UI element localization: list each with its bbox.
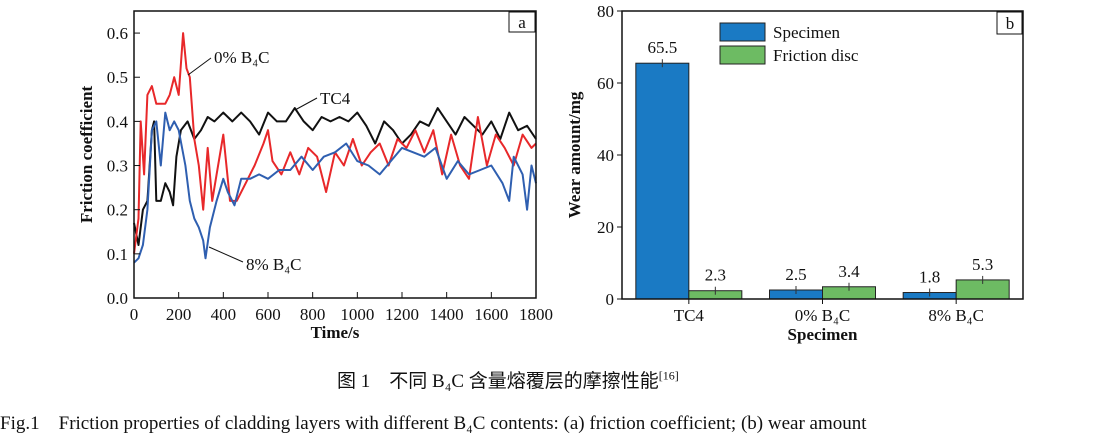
caption-en-text: Friction properties of cladding layers w… bbox=[58, 413, 867, 434]
y-axis-label: Friction coefficient bbox=[77, 85, 96, 223]
series-annotation: 8% B₄C bbox=[246, 255, 302, 274]
x-tick-label: 1000 bbox=[340, 305, 374, 324]
data-label: 1.8 bbox=[919, 268, 940, 287]
data-label: 2.3 bbox=[705, 266, 726, 285]
x-tick-label: 0 bbox=[130, 305, 139, 324]
data-label: 2.5 bbox=[785, 265, 806, 284]
y-tick-label: 0.4 bbox=[107, 112, 129, 131]
x-tick-label: 400 bbox=[211, 305, 237, 324]
x-tick-label: 0% B₄C bbox=[795, 306, 851, 325]
legend-label-0: Specimen bbox=[773, 23, 841, 42]
caption-en-prefix: Fig.1 bbox=[0, 413, 40, 434]
legend-swatch-1 bbox=[719, 45, 766, 65]
legend-swatch-0 bbox=[719, 22, 766, 42]
legend-label-1: Friction disc bbox=[773, 46, 859, 65]
y-tick-label: 20 bbox=[597, 218, 614, 237]
series-annotation: 0% B₄C bbox=[214, 48, 270, 67]
annotation-leader bbox=[187, 57, 212, 76]
series-line-1 bbox=[133, 32, 537, 254]
y-tick-label: 0.3 bbox=[107, 157, 128, 176]
x-tick-label: 200 bbox=[166, 305, 192, 324]
x-tick-label: 1400 bbox=[430, 305, 464, 324]
panel-label-box bbox=[996, 11, 1023, 35]
caption-cn-prefix: 图 1 bbox=[337, 371, 371, 392]
wear-amount-chart: 65.5 2.3 TC4 2.5 3.4 0% B₄C 1.8 5.3 8% B₄C 0 20 40 6… bbox=[565, 2, 1024, 344]
panel-label-box bbox=[508, 11, 536, 33]
x-tick-label: 600 bbox=[255, 305, 281, 324]
y-tick-label: 80 bbox=[597, 2, 614, 21]
series-line-0 bbox=[133, 107, 537, 246]
series-annotation: TC4 bbox=[320, 89, 351, 108]
x-tick-label: 800 bbox=[300, 305, 326, 324]
y-tick-label: 0.5 bbox=[107, 68, 128, 87]
caption-chinese: 图 1 不同 B₄C 含量熔覆层的摩擦性能[16] bbox=[337, 366, 679, 393]
bar-0-0 bbox=[635, 62, 690, 300]
caption-cn-ref: [16] bbox=[658, 368, 679, 383]
panel-label: a bbox=[518, 13, 526, 32]
caption-cn-text: 不同 B₄C 含量熔覆层的摩擦性能 bbox=[389, 371, 659, 392]
x-tick-label: TC4 bbox=[674, 306, 705, 325]
y-tick-label: 0.2 bbox=[107, 201, 128, 220]
x-tick-label: 1200 bbox=[385, 305, 419, 324]
x-tick-label: 8% B₄C bbox=[928, 306, 984, 325]
friction-coefficient-chart: 0 200 400 600 800 1000 1200 1400 1600 1800 0.0 0.1 0… bbox=[77, 10, 553, 342]
y-tick-label: 0.6 bbox=[107, 24, 128, 43]
data-label: 3.4 bbox=[838, 262, 860, 281]
x-axis-label: Specimen bbox=[788, 325, 858, 344]
annotation-leader bbox=[294, 97, 318, 111]
data-label: 65.5 bbox=[647, 38, 677, 57]
x-tick-label: 1600 bbox=[474, 305, 508, 324]
series-line-2 bbox=[133, 111, 537, 264]
panel-label: b bbox=[1006, 14, 1015, 33]
caption-english: Fig.1 Friction properties of cladding la… bbox=[0, 408, 867, 435]
plot-frame bbox=[133, 10, 537, 299]
y-tick-label: 0 bbox=[606, 290, 615, 309]
x-axis-label: Time/s bbox=[311, 323, 360, 342]
x-tick-label: 1800 bbox=[519, 305, 553, 324]
y-tick-label: 0.1 bbox=[107, 245, 128, 264]
y-tick-label: 40 bbox=[597, 146, 614, 165]
data-label: 5.3 bbox=[972, 255, 993, 274]
annotation-leader bbox=[208, 246, 244, 263]
y-axis-label: Wear amount/mg bbox=[565, 91, 584, 218]
y-tick-label: 60 bbox=[597, 74, 614, 93]
y-tick-label: 0.0 bbox=[107, 289, 128, 308]
